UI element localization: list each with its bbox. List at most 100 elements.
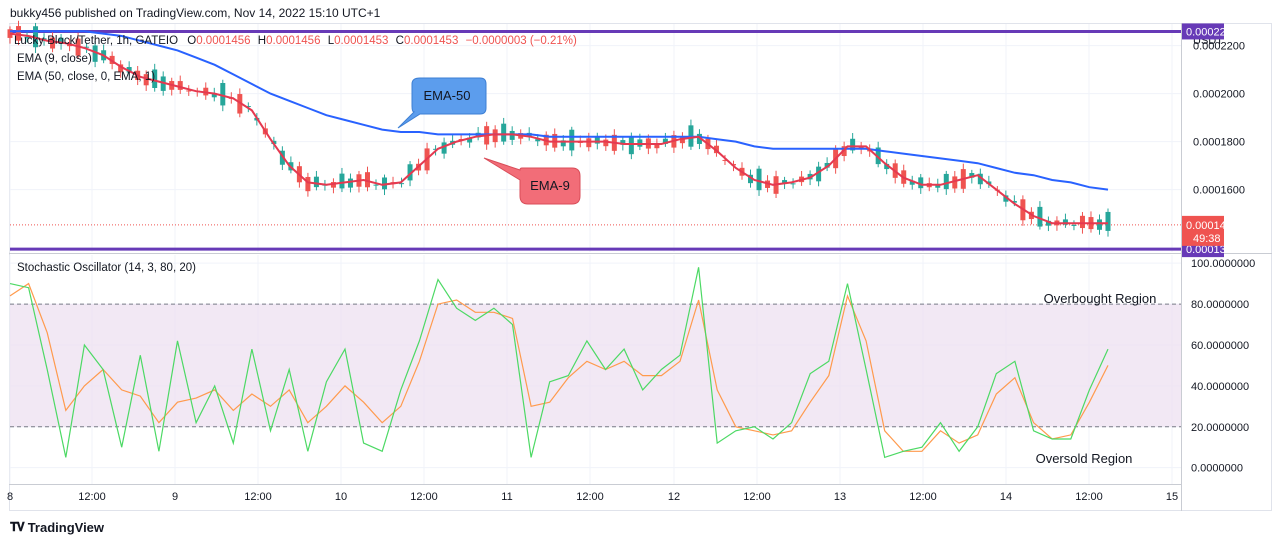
- osc-tick-label: 0.0000000: [1191, 463, 1243, 475]
- candle: [467, 137, 473, 143]
- published-info: bukky456 published on TradingView.com, N…: [10, 6, 381, 20]
- osc-tick-label: 20.0000000: [1191, 422, 1249, 434]
- candle: [662, 138, 668, 144]
- candle: [594, 135, 600, 144]
- time-tick-label: 12:00: [909, 491, 937, 503]
- candle: [1011, 201, 1017, 203]
- candle: [850, 138, 856, 151]
- candle: [441, 142, 447, 154]
- time-tick-label: 9: [172, 491, 178, 503]
- candle: [977, 173, 983, 185]
- candle: [152, 69, 158, 89]
- candle: [1062, 219, 1068, 225]
- pane-separator[interactable]: [9, 253, 1272, 254]
- osc-tick-label: 40.0000000: [1191, 381, 1249, 393]
- candle: [92, 45, 98, 62]
- ema50-legend[interactable]: EMA (50, close, 0, EMA, 1): [17, 71, 156, 83]
- candle: [509, 130, 515, 140]
- candle: [560, 140, 566, 147]
- time-tick-label: 12:00: [244, 491, 272, 503]
- close-value: 0.0001453: [403, 35, 459, 47]
- candle: [347, 178, 353, 188]
- candle: [1037, 206, 1043, 227]
- candle: [186, 90, 192, 92]
- price-tick-label: 0.0002000: [1193, 89, 1245, 101]
- annotations[interactable]: EMA-50 EMA-9 Overbought Region Oversold Reg…: [397, 77, 1157, 466]
- candle: [884, 163, 890, 170]
- candle: [220, 83, 226, 106]
- time-tick-label: 12: [668, 491, 680, 503]
- open-value: 0.0001456: [196, 35, 251, 47]
- candle: [143, 74, 149, 86]
- candle: [279, 150, 285, 165]
- candle: [501, 123, 507, 142]
- candle: [382, 177, 388, 190]
- time-axis-separator: [9, 484, 1182, 485]
- tradingview-brand[interactable]: 𝐓𝐕 TradingView: [10, 520, 104, 535]
- time-tick-label: 14: [1000, 491, 1012, 503]
- axes: USDT0.00022000.00020000.00018000.0001600…: [7, 23, 1255, 503]
- candle: [1045, 220, 1051, 226]
- candle: [816, 166, 822, 182]
- time-tick-label: 13: [834, 491, 846, 503]
- top-level-badge: [1182, 23, 1224, 40]
- time-tick-label: 12:00: [743, 491, 771, 503]
- candle: [1079, 215, 1085, 229]
- candle: [586, 138, 592, 148]
- candle: [433, 148, 439, 150]
- candle: [313, 176, 319, 188]
- overbought-label: Overbought Region: [1044, 291, 1157, 306]
- time-tick-label: 10: [335, 491, 347, 503]
- candle: [696, 133, 702, 144]
- candle: [50, 37, 56, 49]
- change-value: −0.0000003 (−0.21%): [465, 35, 577, 47]
- brand-name: TradingView: [27, 520, 105, 535]
- countdown-badge-text: 49:38: [1193, 233, 1221, 245]
- candle: [58, 37, 64, 45]
- time-tick-label: 12:00: [576, 491, 604, 503]
- ema9-legend[interactable]: EMA (9, close): [17, 53, 92, 65]
- time-tick-label: 12:00: [410, 491, 438, 503]
- candle: [603, 139, 609, 147]
- high-value: 0.0001456: [266, 35, 321, 47]
- bottom-level-badge-text: 0.0001352: [1186, 244, 1238, 256]
- top-level-badge-text: 0.0002259: [1186, 26, 1238, 38]
- candle: [628, 137, 634, 155]
- candle: [620, 140, 626, 145]
- last-price-badge: [1182, 215, 1224, 246]
- high-label: H: [257, 35, 267, 47]
- candle: [245, 106, 251, 108]
- ema9-callout[interactable]: EMA-9: [483, 157, 581, 205]
- candles: [7, 20, 1111, 237]
- candle: [654, 143, 660, 149]
- candle: [364, 172, 370, 188]
- candle: [1096, 219, 1102, 230]
- candle: [858, 146, 864, 149]
- ema50-callout[interactable]: EMA-50: [397, 77, 487, 129]
- close-label: C: [395, 35, 404, 47]
- ema-lines: [9, 30, 1109, 225]
- ema9-line: [9, 32, 1108, 225]
- candle: [1003, 195, 1009, 202]
- stoch-legend[interactable]: Stochastic Oscillator (14, 3, 80, 20): [17, 262, 196, 274]
- open-label: O: [187, 35, 197, 47]
- price-axis-separator: [1181, 23, 1182, 511]
- symbol-name[interactable]: Lucky Block/Tether, 1h, GATEIO: [14, 35, 179, 47]
- ema50-line: [10, 30, 1109, 191]
- candle: [790, 183, 796, 185]
- candle: [943, 173, 949, 190]
- low-label: L: [327, 35, 335, 47]
- candle: [407, 164, 413, 181]
- candle: [16, 26, 22, 41]
- candle: [569, 129, 575, 151]
- candle: [305, 176, 311, 192]
- tradingview-logo-icon: 𝐓𝐕: [10, 520, 25, 534]
- time-tick-label: 11: [501, 491, 512, 503]
- candle: [177, 81, 183, 90]
- symbol-legend: Lucky Block/Tether, 1h, GATEIO O0.000145…: [14, 35, 577, 47]
- horizontal-lines[interactable]: [10, 29, 1181, 428]
- stoch-d-line: [9, 282, 1109, 452]
- stoch-lines: [9, 267, 1109, 459]
- candle: [756, 168, 762, 191]
